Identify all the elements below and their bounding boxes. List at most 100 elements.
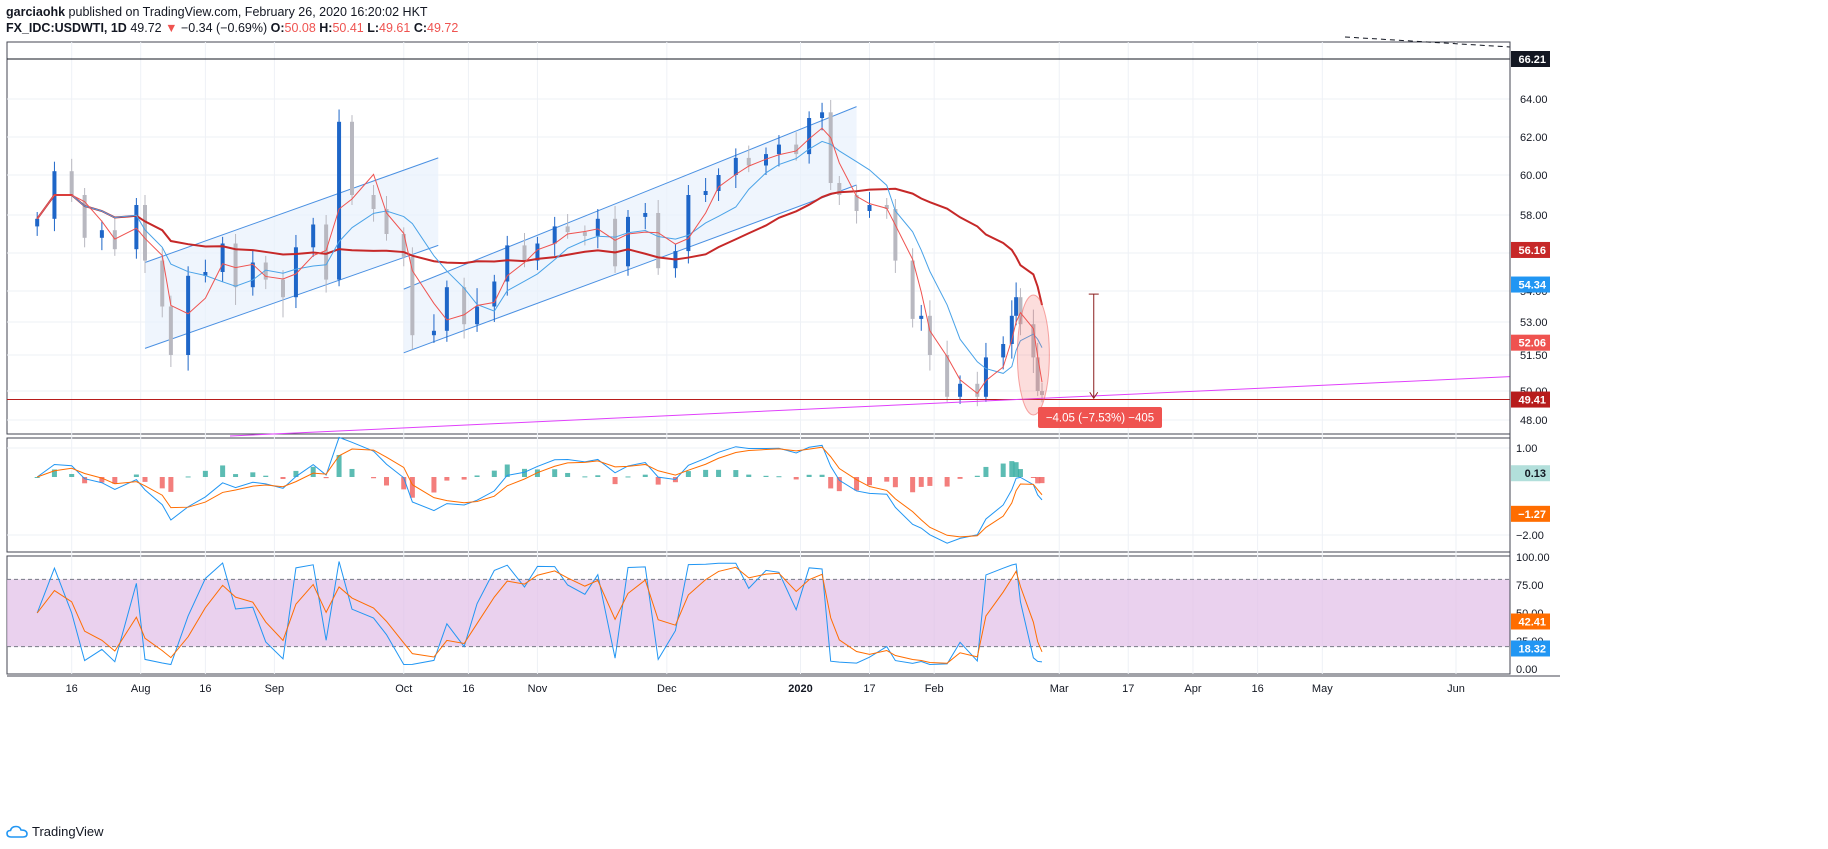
x-tick-label: Sep [265, 683, 285, 695]
candle-body [250, 262, 255, 288]
candle-body [975, 383, 980, 397]
candle-body [919, 315, 924, 319]
macd-histogram-bar [491, 470, 497, 477]
macd-signal-line [37, 446, 1043, 538]
y-tick-label: 62.00 [1520, 132, 1548, 144]
macd-histogram-bar [220, 465, 226, 477]
grid-lines [6, 41, 1511, 675]
stoch-tick-label: 0.00 [1516, 664, 1537, 676]
macd-histogram-bar [565, 472, 571, 477]
ma-mid-line [36, 140, 1043, 374]
high-value: 50.41 [332, 21, 364, 35]
candle-body [565, 226, 570, 233]
macd-histogram-bar [142, 477, 148, 482]
macd-histogram-bar [99, 477, 105, 483]
x-tick-label: Oct [395, 683, 412, 695]
macd-histogram-bar [983, 466, 989, 477]
candle-body [82, 195, 87, 238]
macd-histogram-bar [401, 477, 407, 490]
brand-name: TradingView [32, 824, 104, 839]
macd-histogram-bar [910, 477, 916, 493]
macd-histogram-bar [918, 477, 924, 487]
x-tick-label: Mar [1050, 683, 1069, 695]
macd-pane [34, 436, 1045, 544]
candles [35, 99, 1044, 407]
macd-histogram-bar [250, 472, 256, 477]
candle-body [867, 205, 872, 211]
macd-histogram-bar [1000, 463, 1006, 477]
macd-histogram-bar [836, 477, 842, 492]
candle-body [837, 183, 842, 195]
drawings: −4.05 (−7.53%) −405 [7, 36, 1511, 437]
macd-histogram-bar [1039, 477, 1045, 484]
macd-pane-frame [6, 437, 1511, 553]
macd-histogram-bar [867, 477, 872, 486]
candle-body [686, 195, 691, 252]
candle-body [444, 287, 449, 331]
candle-body [776, 144, 781, 155]
candle-body [733, 157, 738, 175]
candle-body [1018, 297, 1023, 325]
macd-histogram-bar [582, 476, 588, 478]
author-name[interactable]: garciaohk [6, 5, 66, 19]
candle-body [1040, 391, 1044, 396]
macd-histogram-bar [1017, 469, 1023, 477]
footer-brand[interactable]: TradingView [6, 824, 104, 839]
x-tick-label: Feb [925, 683, 944, 695]
x-tick-label: Dec [657, 683, 677, 695]
macd-histogram-bar [51, 469, 57, 477]
y-tick-label: 60.00 [1520, 170, 1548, 182]
candle-body [220, 243, 225, 272]
x-tick-label: Nov [528, 683, 548, 695]
candle-body [134, 205, 139, 250]
macd-histogram-bar [504, 464, 510, 477]
tradingview-cloud-icon [6, 825, 28, 838]
candle-body [350, 121, 354, 195]
stoch-value-label-bg [1511, 613, 1550, 630]
macd-histogram-bar [685, 471, 691, 477]
macd-histogram-bar [444, 477, 450, 481]
macd-histogram-bar [168, 477, 174, 492]
macd-histogram-bar [349, 468, 355, 477]
macd-histogram-bar [69, 473, 75, 477]
macd-histogram-bar [384, 477, 389, 486]
candle-body [535, 243, 540, 261]
price-label-bg [1511, 334, 1550, 351]
candle-body [293, 247, 298, 298]
channel-upper-line [403, 106, 857, 290]
macd-histogram-bar [112, 477, 118, 484]
macd-histogram-bar [371, 477, 377, 479]
macd-histogram-bar [642, 474, 648, 477]
macd-histogram-bar [655, 477, 661, 485]
chart-canvas[interactable]: −4.05 (−7.53%) −405 16 Aug 16 Sep Oct 16 Nov De… [0, 0, 1828, 810]
candle-body [1035, 357, 1040, 391]
macd-histogram-bar [474, 475, 480, 477]
candle-body [1014, 297, 1019, 316]
candle-body [910, 260, 915, 319]
y-tick-label: 53.00 [1520, 317, 1548, 329]
candle-body [828, 112, 833, 183]
macd-histogram-bar [1013, 462, 1019, 477]
macd-histogram-bar [703, 469, 709, 477]
macd-histogram-bar [522, 468, 527, 477]
macd-histogram-bar [461, 477, 467, 480]
x-tick-label: 2020 [788, 683, 812, 695]
macd-value-label: −1.27 [1518, 509, 1546, 521]
macd-histogram-bar [806, 474, 812, 477]
x-tick-label: 16 [199, 683, 211, 695]
macd-histogram-bar [409, 477, 415, 498]
ma-long-line [36, 187, 1043, 306]
symbol-label[interactable]: FX_IDC:USDWTI, 1D [6, 21, 127, 35]
x-tick-label: Aug [131, 683, 151, 695]
macd-histogram-bar [1009, 461, 1015, 477]
ma-short-line [36, 127, 1043, 395]
x-tick-label: 17 [863, 683, 875, 695]
stochastic-pane [7, 561, 1510, 666]
macd-histogram-bar [927, 477, 933, 486]
candle-body [233, 243, 238, 288]
x-tick-label: May [1312, 683, 1333, 695]
highlight-ellipse [1016, 294, 1050, 416]
macd-histogram-bar [595, 475, 601, 477]
candle-body [626, 216, 630, 267]
candle-body [927, 315, 932, 355]
